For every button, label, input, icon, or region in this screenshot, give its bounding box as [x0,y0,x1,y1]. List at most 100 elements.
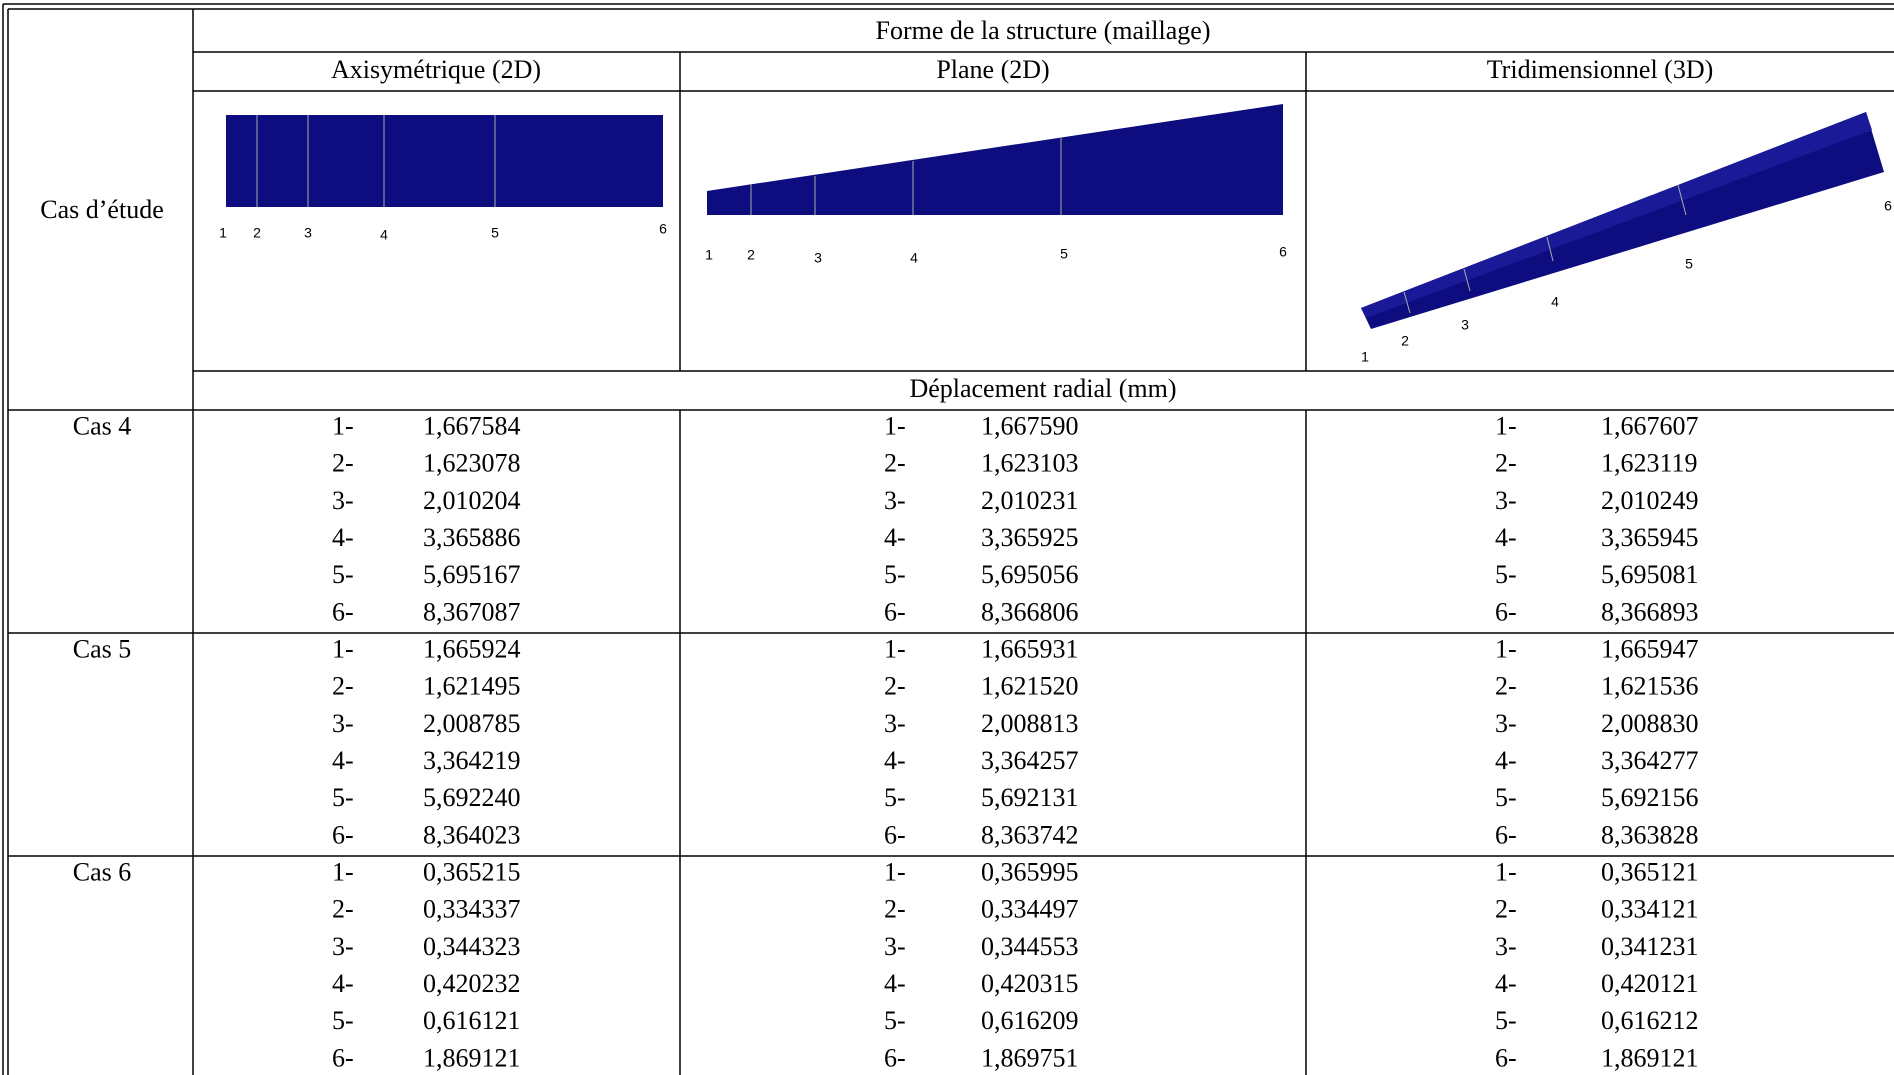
displacement-value: 1,621495 [423,672,521,701]
node-index: 3- [332,486,354,515]
node-index: 6- [332,597,354,626]
node-index: 3- [332,932,354,961]
node-index: 3- [1495,486,1517,515]
node-index: 4- [884,746,906,775]
node-label: 5 [491,225,499,241]
displacement-value: 1,623103 [981,449,1079,478]
node-index: 4- [1495,746,1517,775]
node-index: 5- [332,1006,354,1035]
mesh-lines [256,115,496,207]
row-label: Cas 6 [73,858,132,887]
displacement-value: 0,420315 [981,969,1079,998]
node-label: 2 [1401,333,1409,349]
displacement-value: 8,363742 [981,820,1079,849]
node-label: 6 [1279,244,1287,260]
displacement-value: 5,695081 [1601,560,1699,589]
displacement-value: 0,365995 [981,858,1079,887]
node-index: 2- [332,672,354,701]
node-label: 6 [659,221,667,237]
displacement-value: 0,365121 [1601,858,1699,887]
node-index: 1- [1495,858,1517,887]
node-label: 4 [380,227,388,243]
node-label: 5 [1685,256,1693,272]
table-title: Forme de la structure (maillage) [876,16,1211,45]
displacement-value: 3,365945 [1601,523,1699,552]
node-index: 5- [884,560,906,589]
row-label: Cas 5 [73,635,132,664]
displacement-value: 2,010231 [981,486,1079,515]
node-index: 2- [1495,895,1517,924]
displacement-value: 1,667590 [981,412,1079,441]
node-label: 3 [1461,317,1469,333]
node-index: 2- [1495,672,1517,701]
mesh-3d-face [1361,112,1872,318]
displacement-value: 3,365925 [981,523,1079,552]
node-index: 1- [884,858,906,887]
node-label: 1 [219,225,227,241]
displacement-value: 8,366893 [1601,597,1699,626]
node-index: 3- [884,932,906,961]
node-label: 4 [910,250,918,266]
column-header: Tridimensionnel (3D) [1487,55,1714,84]
node-index: 3- [1495,932,1517,961]
displacement-value: 5,692240 [423,783,521,812]
displacement-value: 1,869121 [1601,1043,1699,1072]
mesh-axisymmetric [226,115,663,207]
node-label: 3 [304,225,312,241]
node-index: 4- [1495,523,1517,552]
node-index: 5- [1495,560,1517,589]
displacement-value: 0,344553 [981,932,1079,961]
displacement-value: 3,365886 [423,523,521,552]
section-title: Déplacement radial (mm) [909,374,1176,403]
displacement-value: 1,623119 [1601,449,1698,478]
displacement-value: 8,367087 [423,597,521,626]
displacement-value: 0,334337 [423,895,521,924]
node-label: 6 [1884,198,1892,214]
displacement-value: 1,869121 [423,1043,521,1072]
node-index: 5- [332,560,354,589]
displacement-value: 0,616209 [981,1006,1079,1035]
displacement-value: 1,665931 [981,635,1079,664]
node-index: 6- [1495,1043,1517,1072]
node-index: 4- [332,969,354,998]
displacement-value: 2,010204 [423,486,521,515]
displacement-value: 0,420232 [423,969,521,998]
mesh-lines [750,138,1062,215]
displacement-value: 0,616121 [423,1006,521,1035]
node-label: 2 [253,225,261,241]
node-index: 1- [1495,412,1517,441]
node-index: 2- [1495,449,1517,478]
node-index: 5- [884,783,906,812]
node-index: 1- [1495,635,1517,664]
mesh-lines [1403,184,1687,314]
displacement-value: 0,365215 [423,858,521,887]
table-borders [2,3,1894,1075]
node-index: 5- [332,783,354,812]
displacement-value: 3,364219 [423,746,521,775]
node-label: 2 [747,247,755,263]
displacement-value: 1,667607 [1601,412,1699,441]
displacement-value: 8,364023 [423,820,521,849]
node-index: 5- [1495,1006,1517,1035]
node-index: 6- [332,1043,354,1072]
node-index: 1- [884,635,906,664]
row-header: Cas d’étude [40,195,163,224]
displacement-value: 5,692131 [981,783,1079,812]
node-index: 4- [1495,969,1517,998]
node-index: 6- [332,820,354,849]
displacement-value: 1,667584 [423,412,521,441]
displacement-value: 2,008813 [981,709,1079,738]
displacement-value: 0,344323 [423,932,521,961]
displacement-value: 1,665947 [1601,635,1699,664]
displacement-value: 3,364277 [1601,746,1699,775]
displacement-value: 3,364257 [981,746,1079,775]
displacement-value: 5,692156 [1601,783,1699,812]
node-index: 2- [332,895,354,924]
node-index: 2- [884,895,906,924]
node-index: 6- [1495,820,1517,849]
node-index: 2- [332,449,354,478]
node-label: 1 [1361,349,1369,365]
node-index: 4- [884,969,906,998]
node-index: 4- [884,523,906,552]
